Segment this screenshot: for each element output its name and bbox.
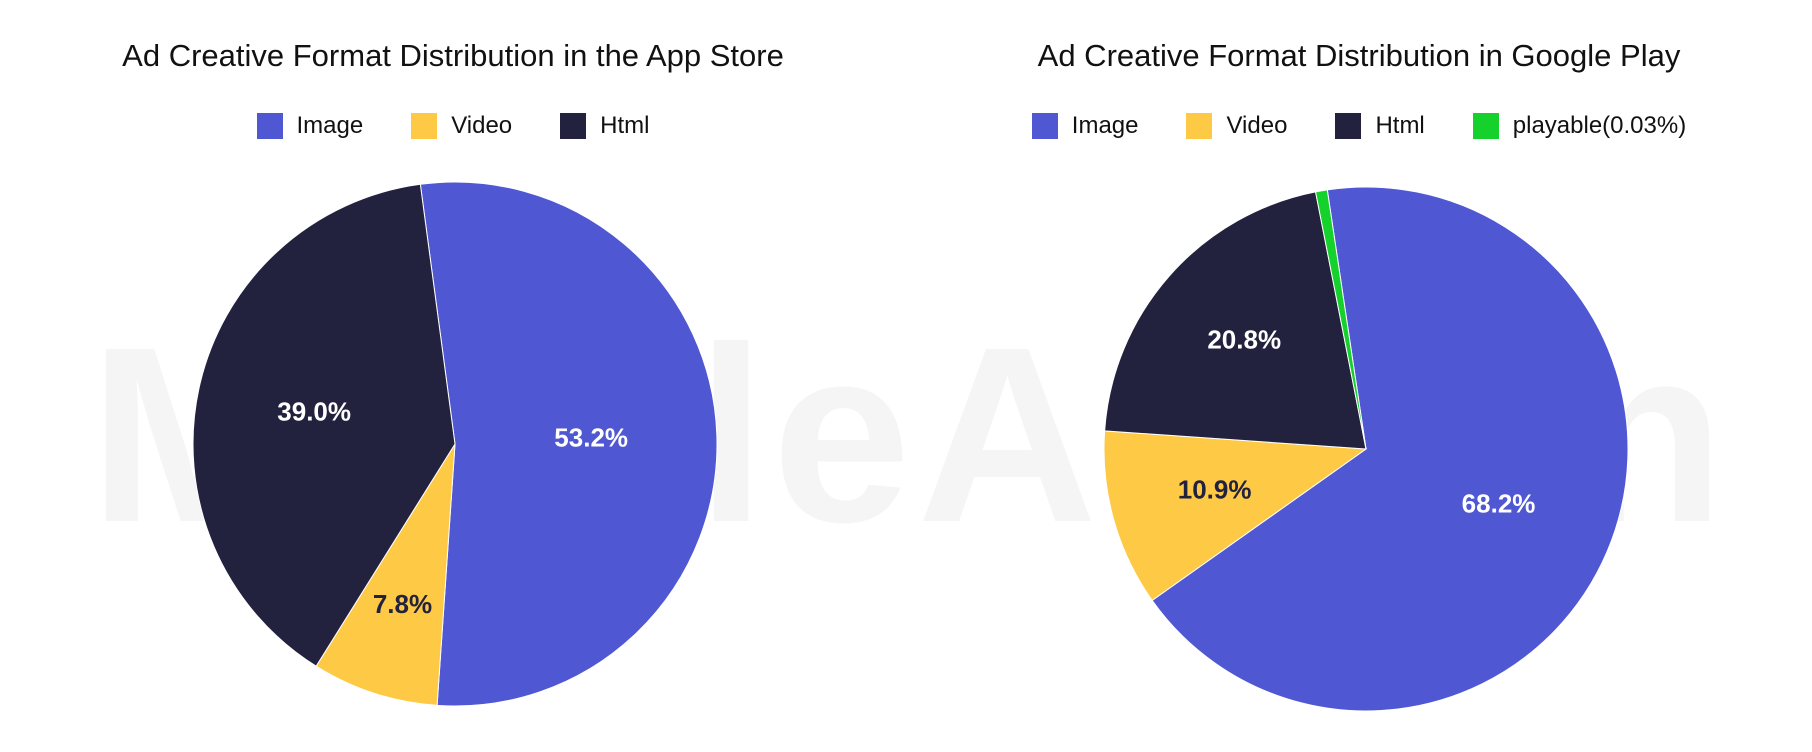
legend-swatch-video — [411, 113, 438, 139]
pie-slice-video[interactable] — [315, 443, 456, 706]
legend-label: playable(0.03%) — [1512, 112, 1687, 139]
legend-swatch-image — [256, 113, 283, 139]
pie-slice-playable[interactable] — [1314, 189, 1367, 450]
legend-label: Image — [1071, 112, 1139, 139]
legend-label: Html — [600, 112, 650, 139]
pie-slice-html[interactable] — [1104, 191, 1367, 450]
pie-slice-image[interactable] — [1151, 186, 1629, 712]
app-store-chart: Ad Creative Format Distribution in the A… — [0, 38, 906, 707]
legend-label: Html — [1375, 112, 1425, 139]
pie-slice-video[interactable] — [1103, 430, 1368, 602]
slice-data-label: 7.8% — [373, 589, 432, 619]
legend-swatch-playable — [1472, 113, 1499, 139]
legend-item-image[interactable]: Image — [256, 112, 364, 140]
legend-item-video[interactable]: Video — [1186, 112, 1287, 140]
chart-legend: Image Video Html — [0, 112, 906, 140]
google-play-chart: Ad Creative Format Distribution in Googl… — [906, 0, 1812, 752]
slice-data-label: 10.9% — [1178, 474, 1252, 504]
legend-item-video[interactable]: Video — [411, 112, 512, 140]
legend-swatch-video — [1186, 113, 1213, 139]
legend-swatch-html — [560, 113, 587, 139]
google-play-pie: 68.2% 10.9% 20.8% — [1103, 186, 1629, 712]
app-store-pie: 53.2% 7.8% 39.0% — [192, 181, 718, 707]
slice-data-label: 20.8% — [1207, 324, 1281, 354]
legend-swatch-image — [1031, 113, 1058, 139]
pie-slice-html[interactable] — [192, 183, 456, 667]
slice-data-label: 53.2% — [554, 423, 628, 453]
pie-slice-image[interactable] — [419, 181, 718, 707]
chart-title: Ad Creative Format Distribution in the A… — [122, 38, 784, 73]
legend-item-playable[interactable]: playable(0.03%) — [1472, 112, 1687, 140]
chart-title: Ad Creative Format Distribution in Googl… — [1037, 38, 1681, 73]
legend-label: Video — [451, 112, 513, 139]
legend-item-image[interactable]: Image — [1031, 112, 1139, 140]
slice-data-label: 68.2% — [1462, 488, 1536, 518]
legend-item-html[interactable]: Html — [560, 112, 649, 140]
chart-legend: Image Video Html playable(0.03%) — [906, 112, 1812, 140]
legend-label: Image — [296, 112, 364, 139]
legend-swatch-html — [1335, 113, 1362, 139]
slice-data-label: 39.0% — [277, 396, 351, 426]
legend-label: Video — [1226, 112, 1288, 139]
legend-item-html[interactable]: Html — [1335, 112, 1425, 140]
